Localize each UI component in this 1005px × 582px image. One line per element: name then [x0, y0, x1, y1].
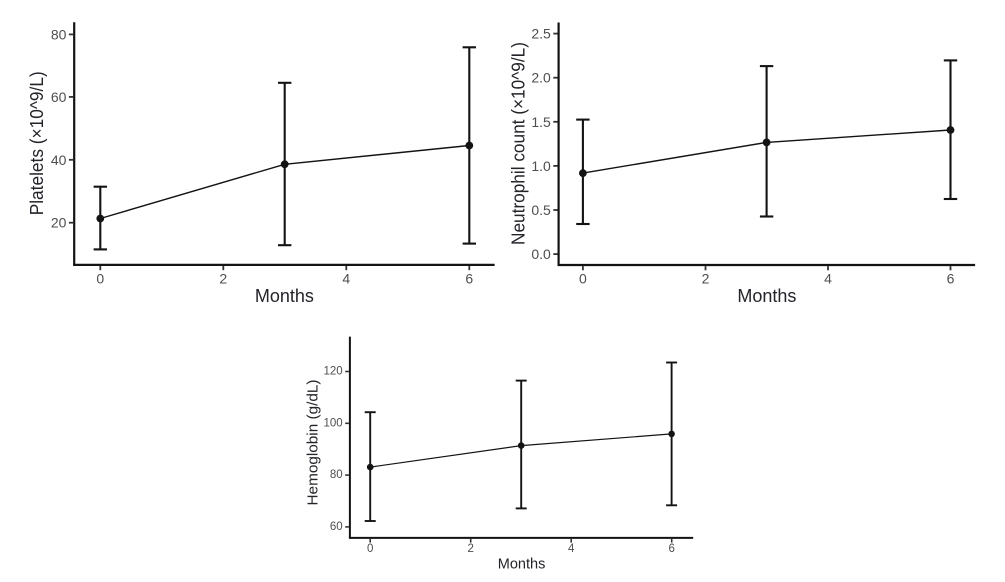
svg-text:20: 20 [51, 215, 67, 231]
svg-text:1.5: 1.5 [531, 114, 551, 130]
svg-text:Months: Months [255, 286, 314, 306]
svg-text:6: 6 [947, 271, 955, 287]
svg-text:4: 4 [342, 271, 350, 287]
svg-text:0: 0 [367, 543, 373, 555]
svg-text:4: 4 [824, 271, 832, 287]
svg-text:2: 2 [702, 271, 710, 287]
svg-text:Months: Months [737, 286, 796, 306]
svg-text:2.5: 2.5 [531, 26, 551, 42]
svg-text:0: 0 [96, 271, 104, 287]
svg-text:80: 80 [330, 469, 343, 481]
svg-text:2: 2 [467, 543, 473, 555]
svg-text:0.5: 0.5 [531, 202, 551, 218]
svg-text:Neutrophil count (×10^9/L): Neutrophil count (×10^9/L) [509, 42, 529, 245]
svg-text:60: 60 [330, 521, 343, 533]
svg-text:Platelets (×10^9/L): Platelets (×10^9/L) [27, 71, 47, 215]
svg-text:6: 6 [668, 543, 674, 555]
svg-text:Months: Months [498, 557, 546, 573]
svg-text:60: 60 [51, 89, 67, 105]
svg-text:1.0: 1.0 [531, 158, 551, 174]
svg-text:6: 6 [465, 271, 473, 287]
svg-text:80: 80 [51, 26, 67, 42]
svg-text:2.0: 2.0 [531, 70, 551, 86]
svg-text:Hemoglobin (g/dL): Hemoglobin (g/dL) [305, 380, 321, 506]
svg-text:2: 2 [219, 271, 227, 287]
svg-text:40: 40 [51, 152, 67, 168]
svg-text:120: 120 [324, 366, 343, 378]
svg-text:4: 4 [568, 543, 575, 555]
svg-text:0.0: 0.0 [531, 246, 551, 262]
svg-text:0: 0 [579, 271, 587, 287]
svg-text:100: 100 [324, 417, 343, 429]
